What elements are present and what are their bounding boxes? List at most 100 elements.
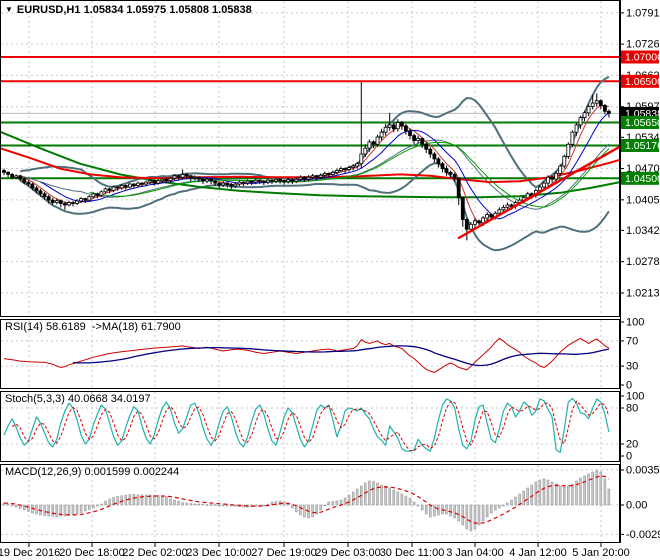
macd-bar bbox=[477, 504, 481, 526]
candle-body bbox=[119, 185, 124, 189]
macd-bar bbox=[392, 489, 396, 506]
candle-body bbox=[131, 183, 136, 187]
macd-bar bbox=[189, 503, 193, 506]
price-badge-label: 1.05176 bbox=[625, 140, 660, 152]
candle-body bbox=[225, 182, 230, 186]
candle-body bbox=[460, 197, 465, 220]
macd-bar bbox=[583, 475, 586, 506]
macd-bar bbox=[209, 504, 213, 506]
macd-bar bbox=[242, 504, 245, 508]
stoch-axis-label: 20 bbox=[626, 439, 638, 451]
macd-bar bbox=[144, 494, 148, 506]
macd-bar bbox=[51, 504, 54, 517]
price-badge-label: 1.04500 bbox=[625, 173, 660, 185]
price-axis-label: 1.07910 bbox=[626, 7, 660, 19]
macd-bar bbox=[567, 485, 570, 506]
candle-body bbox=[509, 204, 514, 207]
macd-bar bbox=[295, 504, 298, 513]
macd-bar bbox=[498, 504, 501, 509]
macd-bar bbox=[433, 504, 436, 517]
candle-body bbox=[566, 143, 571, 157]
symbol-period-label: EURUSD,H1 bbox=[16, 4, 81, 16]
main-panel-bg[interactable] bbox=[0, 0, 620, 317]
candle-body bbox=[497, 209, 502, 214]
candle-body bbox=[176, 175, 181, 178]
macd-bar bbox=[35, 504, 38, 515]
candle-body bbox=[180, 173, 185, 178]
candle-body bbox=[298, 176, 303, 180]
candle-body bbox=[91, 193, 96, 198]
macd-axis-label: 0.003502 bbox=[626, 464, 660, 476]
time-axis-label: 4 Jan 12:00 bbox=[509, 547, 567, 559]
candle-body bbox=[582, 112, 587, 119]
macd-bar bbox=[112, 497, 115, 506]
candle-body bbox=[265, 179, 270, 183]
candle-body bbox=[257, 179, 262, 182]
candle-body bbox=[140, 182, 144, 185]
macd-bar bbox=[526, 487, 529, 506]
candle-body bbox=[477, 220, 481, 224]
candle-body bbox=[468, 223, 473, 230]
macd-bar bbox=[221, 504, 225, 507]
macd-bar bbox=[449, 504, 452, 517]
candle-body bbox=[408, 130, 412, 136]
macd-bar bbox=[120, 495, 123, 506]
candle-body bbox=[241, 181, 246, 184]
candle-body bbox=[200, 178, 205, 182]
candle-body bbox=[14, 175, 19, 178]
macd-bar bbox=[23, 504, 26, 511]
candle-body bbox=[590, 102, 595, 107]
symbol-dropdown-icon[interactable]: ▼ bbox=[5, 5, 13, 14]
price-axis[interactable] bbox=[621, 0, 660, 543]
candle-body bbox=[221, 182, 226, 186]
candle-body bbox=[294, 178, 299, 182]
time-axis-label: 23 Dec 10:00 bbox=[186, 547, 251, 559]
candle-body bbox=[456, 177, 461, 199]
candle-body bbox=[334, 170, 339, 173]
macd-bar bbox=[323, 504, 326, 507]
candle-body bbox=[355, 163, 360, 167]
macd-bar bbox=[132, 494, 136, 506]
candle-body bbox=[278, 178, 283, 182]
candle-body bbox=[103, 188, 108, 193]
macd-bar bbox=[396, 491, 400, 506]
macd-bar bbox=[591, 471, 594, 506]
macd-bar bbox=[79, 504, 83, 513]
macd-bar bbox=[96, 504, 99, 507]
candle-body bbox=[403, 125, 408, 132]
candle-body bbox=[603, 105, 607, 112]
macd-bar bbox=[502, 504, 505, 507]
price-badge-label: 1.05650 bbox=[625, 117, 660, 129]
candle-body bbox=[160, 178, 165, 182]
macd-bar bbox=[372, 481, 375, 506]
candle-body bbox=[424, 143, 429, 150]
candle-body bbox=[54, 200, 59, 203]
macd-bar bbox=[185, 502, 188, 506]
macd-bar bbox=[437, 504, 440, 516]
price-axis-label: 1.02135 bbox=[626, 287, 660, 299]
candle-body bbox=[359, 153, 364, 165]
macd-bar bbox=[71, 504, 75, 516]
macd-bar bbox=[575, 480, 578, 506]
candle-body bbox=[326, 172, 331, 175]
candle-body bbox=[286, 179, 291, 182]
rsi-indicator-label: RSI(14) 58.6189 ->MA(18) 61.7900 bbox=[5, 321, 181, 333]
candle-body bbox=[282, 180, 287, 183]
macd-bar bbox=[161, 495, 164, 506]
candle-body bbox=[30, 183, 35, 189]
candle-body bbox=[391, 124, 396, 130]
macd-bar bbox=[116, 496, 119, 506]
candle-body bbox=[290, 179, 295, 182]
candle-body bbox=[505, 204, 510, 208]
candle-body bbox=[136, 182, 140, 186]
macd-bar bbox=[603, 478, 607, 506]
price-level-badge bbox=[621, 74, 659, 88]
stoch-axis-label: 80 bbox=[626, 403, 638, 415]
candle-body bbox=[111, 186, 116, 191]
candle-body bbox=[578, 117, 583, 126]
bollinger-lower-band bbox=[19, 162, 610, 252]
time-axis[interactable] bbox=[0, 543, 660, 560]
macd-bar bbox=[599, 471, 603, 506]
